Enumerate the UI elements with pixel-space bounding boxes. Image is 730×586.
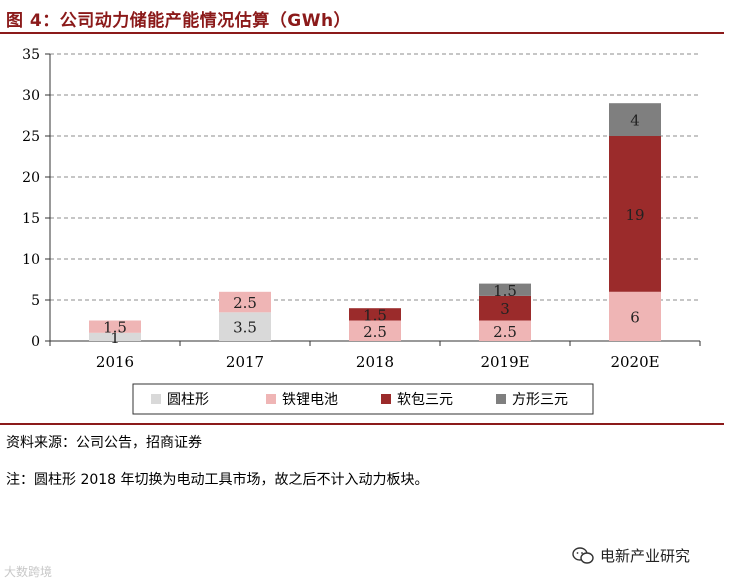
chart-bottom-divider bbox=[0, 423, 724, 425]
bar-segment bbox=[89, 332, 141, 341]
bar-segment bbox=[89, 320, 141, 333]
legend-label: 铁锂电池 bbox=[282, 392, 338, 408]
y-tick-label: 35 bbox=[22, 47, 40, 63]
bar-value-label: 1.5 bbox=[103, 319, 127, 337]
bar-segment bbox=[219, 291, 271, 313]
bar-value-label: 4 bbox=[630, 112, 640, 130]
bar-value-label: 19 bbox=[625, 206, 644, 224]
bar-value-label: 2.5 bbox=[363, 323, 387, 341]
figure-title: 图 4：公司动力储能产能情况估算（GWh） bbox=[6, 11, 352, 31]
bar-segment bbox=[479, 295, 531, 321]
bar-value-label: 1.5 bbox=[493, 282, 517, 300]
legend-swatch bbox=[381, 394, 391, 404]
x-tick-label: 2020E bbox=[610, 353, 659, 371]
title-divider bbox=[0, 32, 724, 34]
legend-label: 圆柱形 bbox=[167, 392, 209, 408]
wechat-icon bbox=[572, 546, 594, 564]
bar-segment bbox=[349, 308, 401, 321]
bar-value-label: 2.5 bbox=[493, 323, 517, 341]
bar-segment bbox=[349, 320, 401, 341]
legend-swatch bbox=[266, 394, 276, 404]
y-tick-label: 0 bbox=[31, 334, 40, 350]
bar-value-label: 6 bbox=[630, 308, 640, 326]
bar-value-label: 1 bbox=[110, 329, 120, 347]
stacked-bar-chart: 0510152025303511.520163.52.520172.51.520… bbox=[22, 47, 701, 415]
watermark: 大数跨境 bbox=[4, 565, 53, 579]
legend-box bbox=[132, 383, 594, 415]
x-tick-label: 2018 bbox=[356, 353, 394, 371]
y-tick-label: 10 bbox=[22, 252, 40, 268]
y-tick-label: 15 bbox=[22, 211, 40, 227]
y-tick-label: 30 bbox=[22, 88, 40, 104]
y-tick-label: 5 bbox=[31, 293, 40, 309]
bar-value-label: 3 bbox=[500, 300, 510, 318]
source-note: 资料来源：公司公告，招商证券 bbox=[6, 435, 202, 451]
x-tick-label: 2016 bbox=[96, 353, 134, 371]
bar-segment bbox=[479, 320, 531, 341]
legend-swatch bbox=[496, 394, 506, 404]
bar-value-label: 2.5 bbox=[233, 294, 257, 312]
bar-value-label: 1.5 bbox=[363, 306, 387, 324]
bar-segment bbox=[219, 312, 271, 341]
footnote: 注：圆柱形 2018 年切换为电动工具市场，故之后不计入动力板块。 bbox=[6, 472, 429, 488]
bar-segment bbox=[479, 283, 531, 296]
y-tick-label: 25 bbox=[22, 129, 40, 145]
x-tick-label: 2019E bbox=[480, 353, 529, 371]
legend-label: 软包三元 bbox=[397, 392, 453, 408]
x-tick-label: 2017 bbox=[226, 353, 264, 371]
bar-value-label: 3.5 bbox=[233, 319, 257, 337]
bar-segment bbox=[609, 103, 661, 136]
y-tick-label: 20 bbox=[22, 170, 40, 186]
bar-segment bbox=[609, 291, 661, 341]
brand-text: 电新产业研究 bbox=[600, 547, 691, 565]
bar-segment bbox=[609, 136, 661, 292]
legend-swatch bbox=[151, 394, 161, 404]
brand-label: 电新产业研究 bbox=[572, 545, 690, 566]
legend-label: 方形三元 bbox=[512, 392, 568, 408]
